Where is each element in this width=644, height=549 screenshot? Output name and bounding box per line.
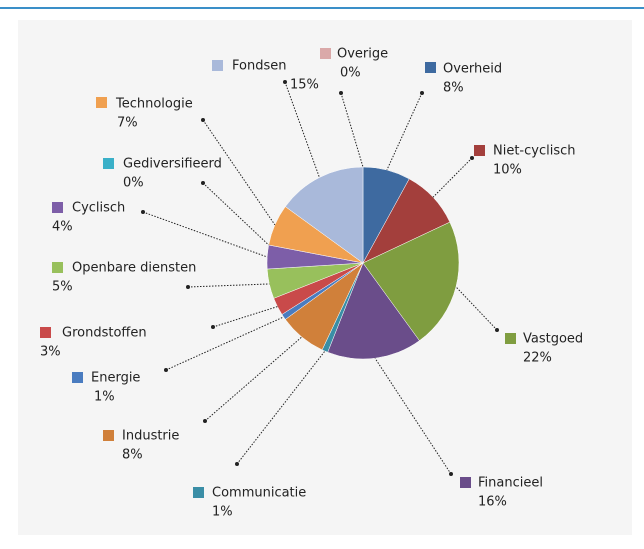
legend-swatch [72,372,83,383]
leader-dot [339,91,343,95]
leader-dot [235,462,239,466]
slice-name: Vastgoed [523,332,583,347]
leader-line [202,182,270,246]
legend-swatch [474,145,485,156]
slice-value: 10% [493,163,522,178]
legend-swatch [52,262,63,273]
slices [266,166,460,360]
legend-swatch [320,48,331,59]
leader-line [284,81,320,178]
slice-value: 7% [117,116,138,131]
leader-dot [449,472,453,476]
legend-swatch [193,487,204,498]
slice-name: Overheid [443,62,502,77]
slice-name: Niet-cyclisch [493,144,576,159]
legend-swatch [460,477,471,488]
leader-line [165,316,284,371]
legend-swatch [103,430,114,441]
slice-name: Cyclisch [72,201,125,216]
leader-dot [283,80,287,84]
slice-value: 1% [212,505,233,520]
slice-name: Fondsen [232,59,286,74]
slice-name: Industrie [122,429,179,444]
slice-value: 8% [443,81,464,96]
leader-dot [186,285,190,289]
slice-name: Communicatie [212,486,306,501]
slice-name: Energie [91,371,140,386]
slice-name: Financieel [478,476,543,491]
slice-name: Grondstoffen [62,326,147,341]
slice [284,166,364,264]
leader-line [340,92,364,168]
slice-value: 0% [123,176,144,191]
labels: Overheid 8% Niet-cyclisch 10% Vastgoed 22% Fin… [40,47,583,520]
slice-value: 15% [290,78,319,93]
slice-name: Gediversifieerd [123,157,222,172]
legend-swatch [96,97,107,108]
leader-dot [470,156,474,160]
leader-line [212,306,278,328]
leader-dot [203,419,207,423]
slice-name: Technologie [115,97,193,112]
legend-swatch [40,327,51,338]
slice-value: 4% [52,220,73,235]
leader-line [204,336,303,422]
legend-swatch [212,60,223,71]
slice-value: 5% [52,280,73,295]
slice-value: 0% [340,66,361,81]
leader-line [374,357,452,475]
slice-value: 16% [478,495,507,510]
leader-line [455,286,498,331]
leader-dot [141,210,145,214]
slice-value: 1% [94,390,115,405]
slice-value: 22% [523,351,552,366]
leader-line [386,92,423,171]
slice-value: 3% [40,345,61,360]
leader-dot [211,325,215,329]
leader-dot [420,91,424,95]
leader-dot [495,328,499,332]
leader-dot [201,181,205,185]
slice-name: Openbare diensten [72,261,196,276]
leader-dot [201,118,205,122]
slice-value: 8% [122,448,143,463]
leader-dot [164,368,168,372]
legend-swatch [52,202,63,213]
slice-name: Overige [337,47,388,62]
legend-swatch [103,158,114,169]
leader-line [432,157,473,198]
legend-swatch [425,62,436,73]
legend-swatch [505,333,516,344]
leader-line [202,119,276,226]
leader-line [142,211,268,258]
slice [362,221,460,342]
